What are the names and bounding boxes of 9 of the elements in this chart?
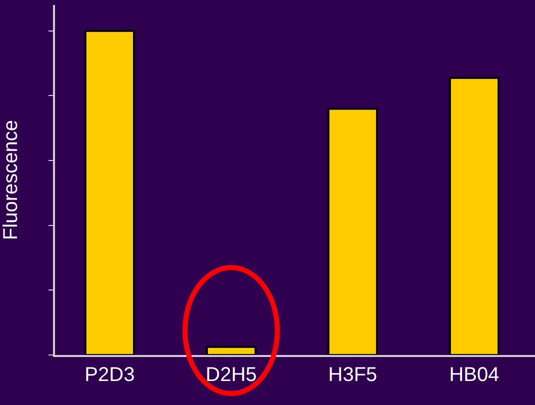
x-tick-label: H3F5 (328, 364, 378, 386)
bar (84, 30, 135, 355)
x-tick-label: HB04 (449, 364, 500, 386)
x-tick-label: P2D3 (84, 364, 135, 386)
bar (327, 108, 378, 355)
x-tick-label: D2H5 (206, 364, 257, 386)
bar (206, 346, 257, 355)
y-axis-title: Fluorescence (0, 120, 22, 240)
bar (448, 76, 500, 355)
